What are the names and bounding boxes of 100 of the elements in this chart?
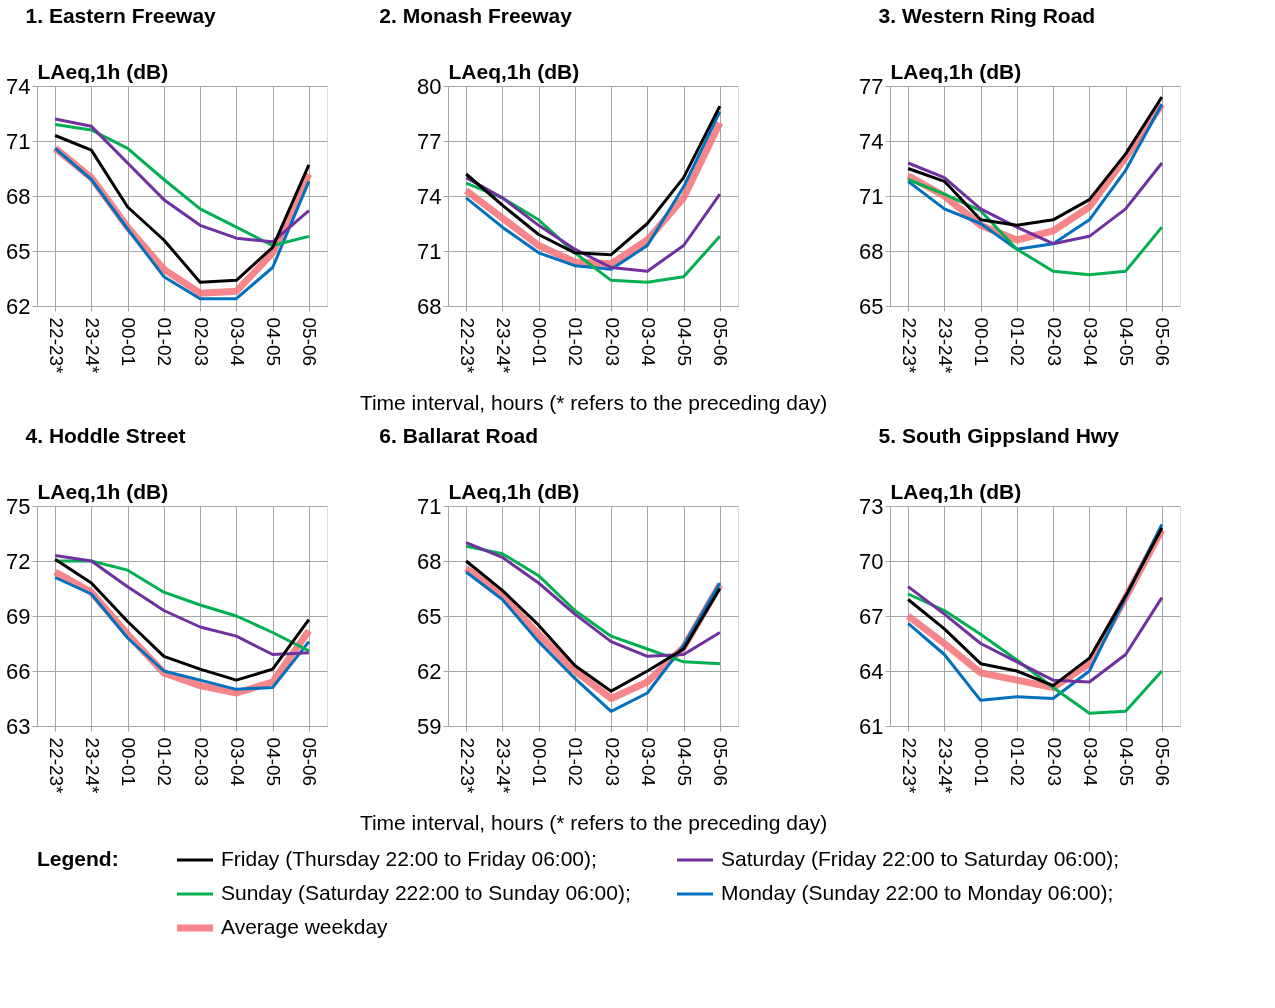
y-tick-label: 71 <box>417 493 442 519</box>
x-tick-label: 03-04 <box>1079 737 1101 787</box>
x-tick-label: 23-24* <box>934 317 956 375</box>
y-tick-label: 77 <box>859 73 884 99</box>
legend-title: Legend: <box>37 847 119 870</box>
line-series <box>53 134 311 284</box>
x-tick-label: 00-01 <box>529 317 551 367</box>
y-tick-label: 67 <box>859 603 884 629</box>
chart-title: 4. Hoddle Street <box>25 424 186 447</box>
x-tick-label: 02-03 <box>1043 737 1065 787</box>
x-tick-label: 00-01 <box>118 317 140 367</box>
line-series <box>906 585 1164 684</box>
x-tick-label: 23-24* <box>81 737 103 795</box>
y-tick-label: 64 <box>859 658 884 684</box>
line-series <box>906 178 1164 277</box>
chart-title: 2. Monash Freeway <box>379 4 573 27</box>
x-tick-label: 22-23* <box>456 737 478 795</box>
y-tick-label: 75 <box>6 493 31 519</box>
y-tick-label: 65 <box>6 238 31 264</box>
y-tick-label: 62 <box>6 293 31 319</box>
y-tick-label: 77 <box>417 128 442 154</box>
line-series <box>906 95 1164 227</box>
x-tick-label: 22-23* <box>898 737 920 795</box>
chart-title: 3. Western Ring Road <box>878 4 1096 27</box>
x-tick-label: 00-01 <box>529 737 551 787</box>
x-tick-label: 05-06 <box>1152 317 1174 367</box>
x-tick-label: 22-23* <box>45 317 67 375</box>
y-tick-label: 66 <box>6 658 31 684</box>
x-tick-label: 00-01 <box>118 737 140 787</box>
legend-label: Average weekday <box>221 915 389 938</box>
x-tick-label: 02-03 <box>190 317 212 367</box>
x-tick-label: 01-02 <box>1007 737 1029 787</box>
y-axis-title: LAeq,1h (dB) <box>448 59 580 83</box>
x-axis-title: Time interval, hours (* refers to the preceding day) <box>359 391 828 415</box>
x-tick-label: 03-04 <box>637 317 659 367</box>
x-tick-label: 00-01 <box>971 737 993 787</box>
y-tick-label: 80 <box>417 73 442 99</box>
x-tick-label: 01-02 <box>565 737 587 787</box>
legend-label: Friday (Thursday 22:00 to Friday 06:00); <box>221 847 597 870</box>
y-axis-title: LAeq,1h (dB) <box>37 479 169 503</box>
x-tick-label: 05-06 <box>710 737 732 787</box>
x-tick-label: 03-04 <box>226 737 248 787</box>
y-tick-label: 65 <box>859 293 884 319</box>
y-tick-label: 71 <box>417 238 442 264</box>
x-tick-label: 03-04 <box>226 317 248 367</box>
legend-label: Monday (Sunday 22:00 to Monday 06:00); <box>721 881 1114 904</box>
x-tick-label: 05-06 <box>299 317 321 367</box>
y-tick-label: 62 <box>417 658 442 684</box>
x-tick-label: 22-23* <box>898 317 920 375</box>
legend-label: Sunday (Saturday 222:00 to Sunday 06:00); <box>221 881 631 904</box>
x-tick-label: 22-23* <box>45 737 67 795</box>
x-tick-label: 05-06 <box>1152 737 1174 787</box>
x-tick-label: 23-24* <box>934 737 956 795</box>
line-series <box>906 161 1164 246</box>
y-tick-label: 74 <box>6 73 31 99</box>
y-axis-title: LAeq,1h (dB) <box>890 479 1022 503</box>
y-tick-label: 73 <box>859 493 884 519</box>
y-axis-title: LAeq,1h (dB) <box>37 59 169 83</box>
x-tick-label: 04-05 <box>1116 317 1138 367</box>
y-tick-label: 71 <box>859 183 884 209</box>
x-tick-label: 23-24* <box>492 737 514 795</box>
x-tick-label: 05-06 <box>299 737 321 787</box>
y-tick-label: 59 <box>417 713 442 739</box>
y-tick-label: 68 <box>417 293 442 319</box>
y-tick-label: 61 <box>859 713 884 739</box>
x-tick-label: 23-24* <box>492 317 514 375</box>
x-tick-label: 00-01 <box>971 317 993 367</box>
x-tick-label: 03-04 <box>1079 317 1101 367</box>
x-tick-label: 04-05 <box>1116 737 1138 787</box>
x-tick-label: 02-03 <box>601 737 623 787</box>
x-tick-label: 04-05 <box>674 317 696 367</box>
x-tick-label: 02-03 <box>1043 317 1065 367</box>
x-tick-label: 02-03 <box>601 317 623 367</box>
y-tick-label: 65 <box>417 603 442 629</box>
y-tick-label: 71 <box>6 128 31 154</box>
x-tick-label: 01-02 <box>565 317 587 367</box>
y-tick-label: 68 <box>6 183 31 209</box>
chart-title: 1. Eastern Freeway <box>25 4 217 27</box>
x-tick-label: 05-06 <box>710 317 732 367</box>
x-tick-label: 03-04 <box>637 737 659 787</box>
x-tick-label: 04-05 <box>263 317 285 367</box>
y-tick-label: 74 <box>859 128 884 154</box>
y-axis-title: LAeq,1h (dB) <box>448 479 580 503</box>
x-tick-label: 23-24* <box>81 317 103 375</box>
y-tick-label: 68 <box>859 238 884 264</box>
y-tick-label: 63 <box>6 713 31 739</box>
x-axis-title: Time interval, hours (* refers to the preceding day) <box>359 811 828 835</box>
y-tick-label: 74 <box>417 183 442 209</box>
y-tick-label: 68 <box>417 548 442 574</box>
x-tick-label: 04-05 <box>674 737 696 787</box>
y-tick-label: 69 <box>6 603 31 629</box>
chart-title: 5. South Gippsland Hwy <box>878 424 1120 447</box>
x-tick-label: 02-03 <box>190 737 212 787</box>
x-tick-label: 22-23* <box>456 317 478 375</box>
x-tick-label: 01-02 <box>154 737 176 787</box>
x-tick-label: 01-02 <box>154 317 176 367</box>
y-tick-label: 70 <box>859 548 884 574</box>
legend-label: Saturday (Friday 22:00 to Saturday 06:00); <box>721 847 1120 870</box>
x-tick-label: 01-02 <box>1007 317 1029 367</box>
y-axis-title: LAeq,1h (dB) <box>890 59 1022 83</box>
